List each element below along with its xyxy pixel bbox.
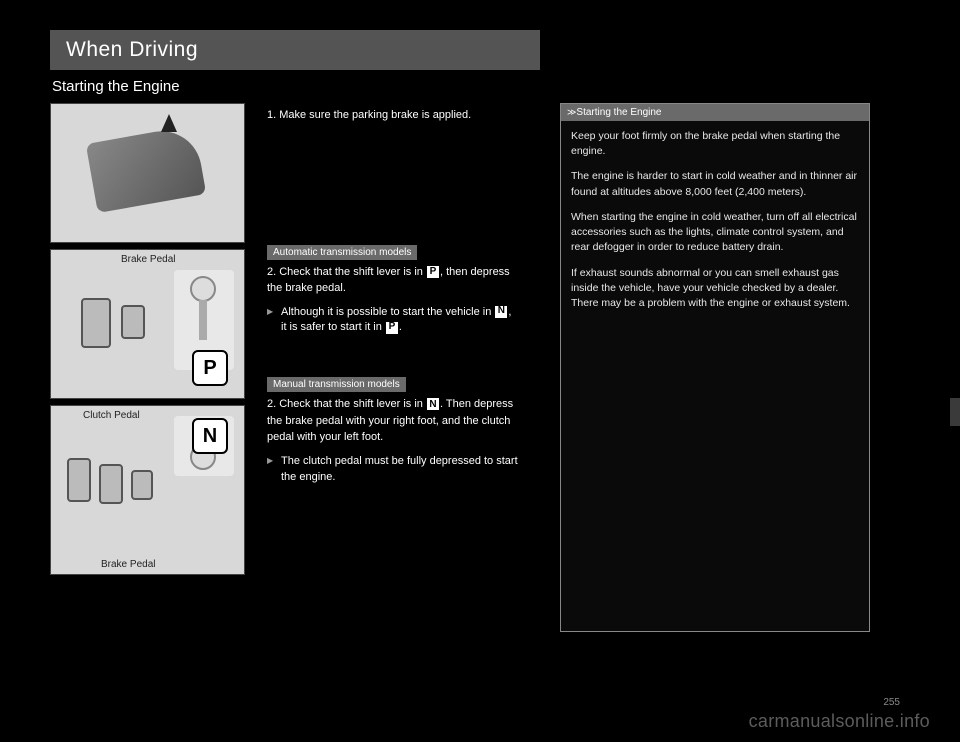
- pedal-icon: [81, 298, 111, 348]
- n-box-icon: N: [426, 397, 440, 411]
- pedal-icon: [67, 458, 91, 502]
- p-indicator-label: P: [203, 357, 216, 380]
- manual-transmission-label: Manual transmission models: [267, 377, 406, 392]
- page-number: 255: [883, 697, 900, 708]
- info-paragraph: The engine is harder to start in cold we…: [571, 169, 859, 199]
- step-2-auto-text-a: 2. Check that the shift lever is in: [267, 266, 426, 278]
- brake-pedal-label: Brake Pedal: [121, 254, 175, 265]
- handbrake-icon: [86, 125, 206, 213]
- info-box: ≫ Starting the Engine Keep your foot fir…: [560, 103, 870, 632]
- n-box-icon: N: [494, 305, 508, 319]
- info-box-body: Keep your foot firmly on the brake pedal…: [561, 121, 869, 631]
- pedal-icon: [121, 305, 145, 339]
- knob-icon: [190, 276, 216, 302]
- n-indicator-label: N: [203, 425, 217, 448]
- info-paragraph: When starting the engine in cold weather…: [571, 210, 859, 256]
- page-header-bar: When Driving: [50, 30, 540, 70]
- auto-transmission-label: Automatic transmission models: [267, 245, 417, 260]
- page-side-tab: [950, 398, 960, 426]
- info-paragraph: Keep your foot firmly on the brake pedal…: [571, 129, 859, 159]
- info-column: ≫ Starting the Engine Keep your foot fir…: [560, 103, 870, 632]
- info-box-header: ≫ Starting the Engine: [561, 104, 869, 121]
- steps-column: 1. Make sure the parking brake is applie…: [255, 103, 520, 632]
- p-box-icon: P: [385, 321, 399, 335]
- pedal-icon: [99, 464, 123, 504]
- illustration-auto-pedal: Brake Pedal P: [50, 249, 245, 399]
- pedal-drawing: [61, 280, 181, 360]
- section-title: Starting the Engine: [52, 78, 910, 95]
- step-2-man-text-a: 2. Check that the shift lever is in: [267, 398, 426, 410]
- p-box-icon: P: [426, 265, 440, 279]
- arrow-up-icon: [161, 114, 177, 132]
- illustration-manual-pedal: Clutch Pedal N Brake Pedal: [50, 405, 245, 575]
- info-paragraph: If exhaust sounds abnormal or you can sm…: [571, 266, 859, 312]
- clutch-pedal-label: Clutch Pedal: [83, 410, 140, 421]
- chevron-icon: ≫: [567, 107, 574, 118]
- step-2-auto-sub-a: Although it is possible to start the veh…: [281, 306, 494, 318]
- brake-pedal-label: Brake Pedal: [101, 559, 155, 570]
- p-indicator-bubble: P: [192, 350, 228, 386]
- pedal-icon: [131, 470, 153, 500]
- pedal-drawing: [61, 436, 181, 516]
- watermark: carmanualsonline.info: [749, 711, 930, 732]
- step-2-auto-sub: Although it is possible to start the veh…: [267, 305, 520, 337]
- info-box-title: Starting the Engine: [576, 107, 661, 118]
- illustrations-column: Brake Pedal P Clutch Pedal: [50, 103, 255, 632]
- content-row: Brake Pedal P Clutch Pedal: [50, 103, 910, 632]
- step-2-auto: 2. Check that the shift lever is in P, t…: [267, 264, 520, 297]
- step-2-manual-sub: The clutch pedal must be fully depressed…: [267, 454, 520, 486]
- n-indicator-bubble: N: [192, 418, 228, 454]
- step-2-auto-sub-c: .: [399, 321, 402, 333]
- step-1-text: 1. Make sure the parking brake is applie…: [267, 107, 520, 124]
- stick-icon: [199, 300, 207, 340]
- illustration-parking-brake: [50, 103, 245, 243]
- step-2-manual: 2. Check that the shift lever is in N. T…: [267, 396, 520, 446]
- page-title: When Driving: [66, 38, 524, 62]
